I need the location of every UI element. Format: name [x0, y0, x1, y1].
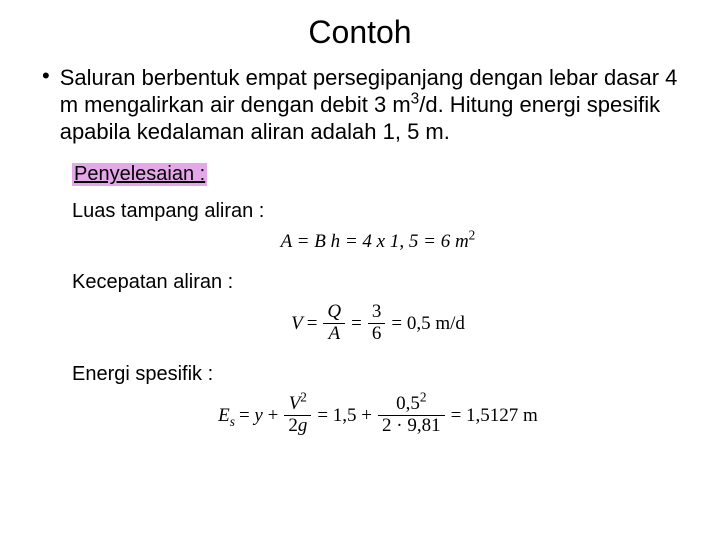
velocity-label: Kecepatan aliran : [72, 271, 684, 294]
area-formula-text: A = B h = 4 x 1, 5 = 6 m2 [281, 231, 476, 252]
problem-text: Saluran berbentuk empat persegipanjang d… [60, 65, 684, 145]
solution-label: Penyelesaian : [72, 163, 207, 186]
energy-frac2: 0,52 2 · 9,81 [378, 394, 445, 437]
velocity-den2: 6 [368, 324, 386, 345]
energy-frac2-den: 2 · 9,81 [378, 416, 445, 437]
problem-sup: 3 [411, 91, 420, 108]
solution-label-wrap: Penyelesaian : [72, 163, 684, 200]
energy-eq: Es = y + V2 2g = 1,5 + 0,52 2 · 9,81 = 1… [216, 394, 540, 437]
slide-title: Contoh [36, 14, 684, 51]
solution-block: Penyelesaian : Luas tampang aliran : A =… [72, 163, 684, 437]
energy-E: E [218, 405, 230, 426]
energy-mid: = 1,5 + [317, 405, 372, 427]
energy-frac1-den: 2g [284, 416, 311, 437]
velocity-V: V [291, 313, 303, 335]
velocity-eq2: = [351, 313, 362, 335]
velocity-A: A [323, 324, 345, 345]
area-formula-sup: 2 [469, 228, 476, 243]
energy-frac2-num: 0,52 [378, 394, 445, 416]
energy-frac1: V2 2g [284, 394, 311, 437]
velocity-frac2: 3 6 [368, 302, 386, 345]
velocity-Q: Q [323, 302, 345, 324]
energy-frac1-num: V2 [284, 394, 311, 416]
velocity-formula: V = Q A = 3 6 = 0,5 m/d [72, 302, 684, 345]
energy-Es: Es [218, 405, 235, 427]
bullet-dot-icon: • [42, 65, 50, 87]
velocity-eq: V = Q A = 3 6 = 0,5 m/d [289, 302, 467, 345]
area-label: Luas tampang aliran : [72, 200, 684, 223]
energy-y: = y + [239, 405, 278, 427]
energy-label: Energi spesifik : [72, 363, 684, 386]
energy-sub-s: s [230, 413, 235, 428]
problem-bullet: • Saluran berbentuk empat persegipanjang… [42, 65, 684, 145]
area-formula: A = B h = 4 x 1, 5 = 6 m2 [72, 231, 684, 253]
energy-result: = 1,5127 m [451, 405, 538, 427]
velocity-eq1: = [307, 313, 318, 335]
velocity-num2: 3 [368, 302, 386, 324]
velocity-frac1: Q A [323, 302, 345, 345]
velocity-result: = 0,5 m/d [391, 313, 465, 335]
area-formula-expr: A = B h = 4 x 1, 5 = 6 m [281, 231, 469, 252]
energy-formula: Es = y + V2 2g = 1,5 + 0,52 2 · 9,81 = 1… [72, 394, 684, 437]
slide: Contoh • Saluran berbentuk empat persegi… [0, 0, 720, 540]
